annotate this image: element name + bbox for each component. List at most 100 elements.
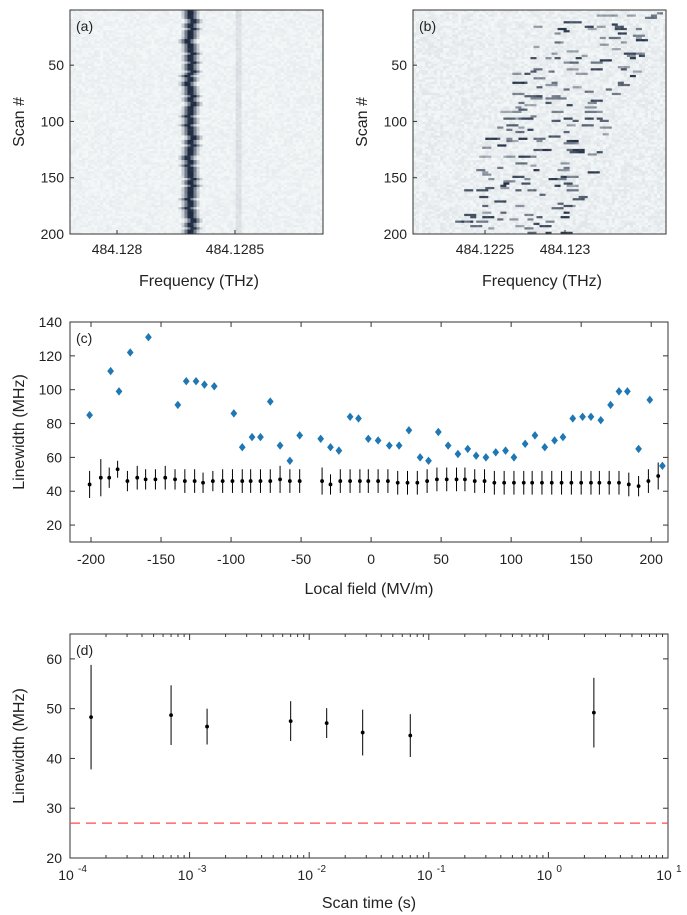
heatmap-cell (79, 99, 83, 103)
heatmap-cell (91, 113, 95, 116)
heatmap-cell (226, 110, 230, 114)
heatmap-cell (151, 97, 155, 100)
heatmap-cell (127, 115, 131, 118)
heatmap-cell (175, 14, 179, 18)
heatmap-cell (286, 70, 291, 74)
heatmap-cell (145, 23, 149, 27)
heatmap-cell (190, 12, 194, 15)
heatmap-cell (112, 108, 116, 112)
heatmap-cell (88, 12, 92, 15)
heatmap-cell (256, 77, 261, 80)
heatmap-cell (118, 21, 122, 24)
heatmap-cell (214, 115, 218, 118)
heatmap-cell (112, 27, 116, 31)
heatmap-cell (97, 130, 101, 134)
heatmap-cell (262, 27, 267, 31)
heatmap-cell (280, 115, 285, 118)
heatmap-cell (280, 104, 285, 107)
heatmap-cell (79, 48, 83, 51)
heatmap-cell (241, 10, 246, 13)
heatmap-cell (235, 52, 240, 56)
heatmap-cell (97, 110, 101, 114)
heatmap-cell (178, 130, 182, 134)
heatmap-cell (106, 81, 110, 85)
heatmap-cell (292, 32, 297, 35)
heatmap-cell (286, 113, 291, 116)
heatmap-cell (151, 63, 155, 67)
heatmap-cell (214, 77, 218, 80)
heatmap-cell (79, 122, 83, 125)
heatmap-cell (235, 30, 240, 33)
heatmap-cell (289, 21, 294, 24)
heatmap-cell (193, 45, 197, 49)
heatmap-cell (217, 43, 221, 47)
heatmap-cell (220, 115, 224, 118)
heatmap-cell (154, 128, 158, 132)
heatmap-cell (304, 108, 309, 112)
heatmap-cell (259, 115, 264, 118)
heatmap-cell (169, 61, 173, 65)
heatmap-cell (217, 23, 221, 27)
heatmap-cell (76, 52, 80, 56)
heatmap-cell (301, 135, 306, 139)
heatmap-cell (70, 39, 74, 42)
heatmap-cell (82, 113, 86, 116)
heatmap-cell (112, 115, 116, 118)
heatmap-cell (193, 27, 197, 31)
heatmap-cell (217, 18, 221, 22)
heatmap-cell (151, 74, 155, 78)
heatmap-cell (205, 97, 209, 100)
heatmap-cell (118, 68, 122, 71)
heatmap-cell (166, 39, 170, 42)
heatmap-cell (160, 104, 164, 107)
heatmap-cell (175, 45, 179, 49)
heatmap-cell (181, 34, 185, 38)
heatmap-cell (169, 77, 173, 80)
heatmap-cell (208, 92, 212, 96)
heatmap-cell (151, 88, 155, 91)
heatmap-cell (298, 25, 303, 29)
heatmap-cell (274, 88, 279, 91)
heatmap-cell (106, 135, 110, 139)
heatmap-cell (307, 48, 312, 51)
heatmap-cell (88, 41, 92, 44)
heatmap-cell (79, 115, 83, 118)
heatmap-cell (271, 83, 276, 87)
heatmap-cell (124, 43, 128, 47)
heatmap-cell (79, 36, 83, 40)
heatmap-cell (178, 34, 182, 38)
heatmap-cell (244, 99, 249, 103)
heatmap-cell (133, 97, 137, 100)
heatmap-cell (115, 66, 119, 69)
heatmap-cell (157, 113, 161, 116)
heatmap-cell (229, 43, 233, 47)
heatmap-cell (199, 83, 203, 87)
heatmap-cell (100, 115, 104, 118)
heatmap-cell (163, 128, 167, 132)
heatmap-cell (121, 119, 125, 123)
heatmap-cell (163, 50, 167, 53)
heatmap-cell (169, 106, 173, 109)
heatmap-cell (220, 88, 224, 91)
heatmap-cell (166, 137, 170, 141)
heatmap-cell (127, 48, 131, 51)
heatmap-cell (265, 106, 270, 109)
heatmap-cell (73, 139, 77, 143)
heatmap-cell (304, 59, 309, 62)
heatmap-cell (154, 130, 158, 134)
heatmap-cell (160, 59, 164, 62)
heatmap-cell (253, 106, 258, 109)
heatmap-cell (319, 68, 324, 71)
heatmap-cell (214, 126, 218, 130)
heatmap-cell (241, 106, 246, 109)
heatmap-cell (256, 52, 261, 56)
heatmap-cell (244, 25, 249, 29)
heatmap-cell (82, 18, 86, 22)
heatmap-cell (154, 133, 158, 136)
heatmap-cell (175, 110, 179, 114)
heatmap-cell (181, 74, 185, 78)
heatmap-cell (112, 110, 116, 114)
heatmap-cell (154, 32, 158, 35)
heatmap-cell (241, 41, 246, 44)
heatmap-cell (136, 41, 140, 44)
